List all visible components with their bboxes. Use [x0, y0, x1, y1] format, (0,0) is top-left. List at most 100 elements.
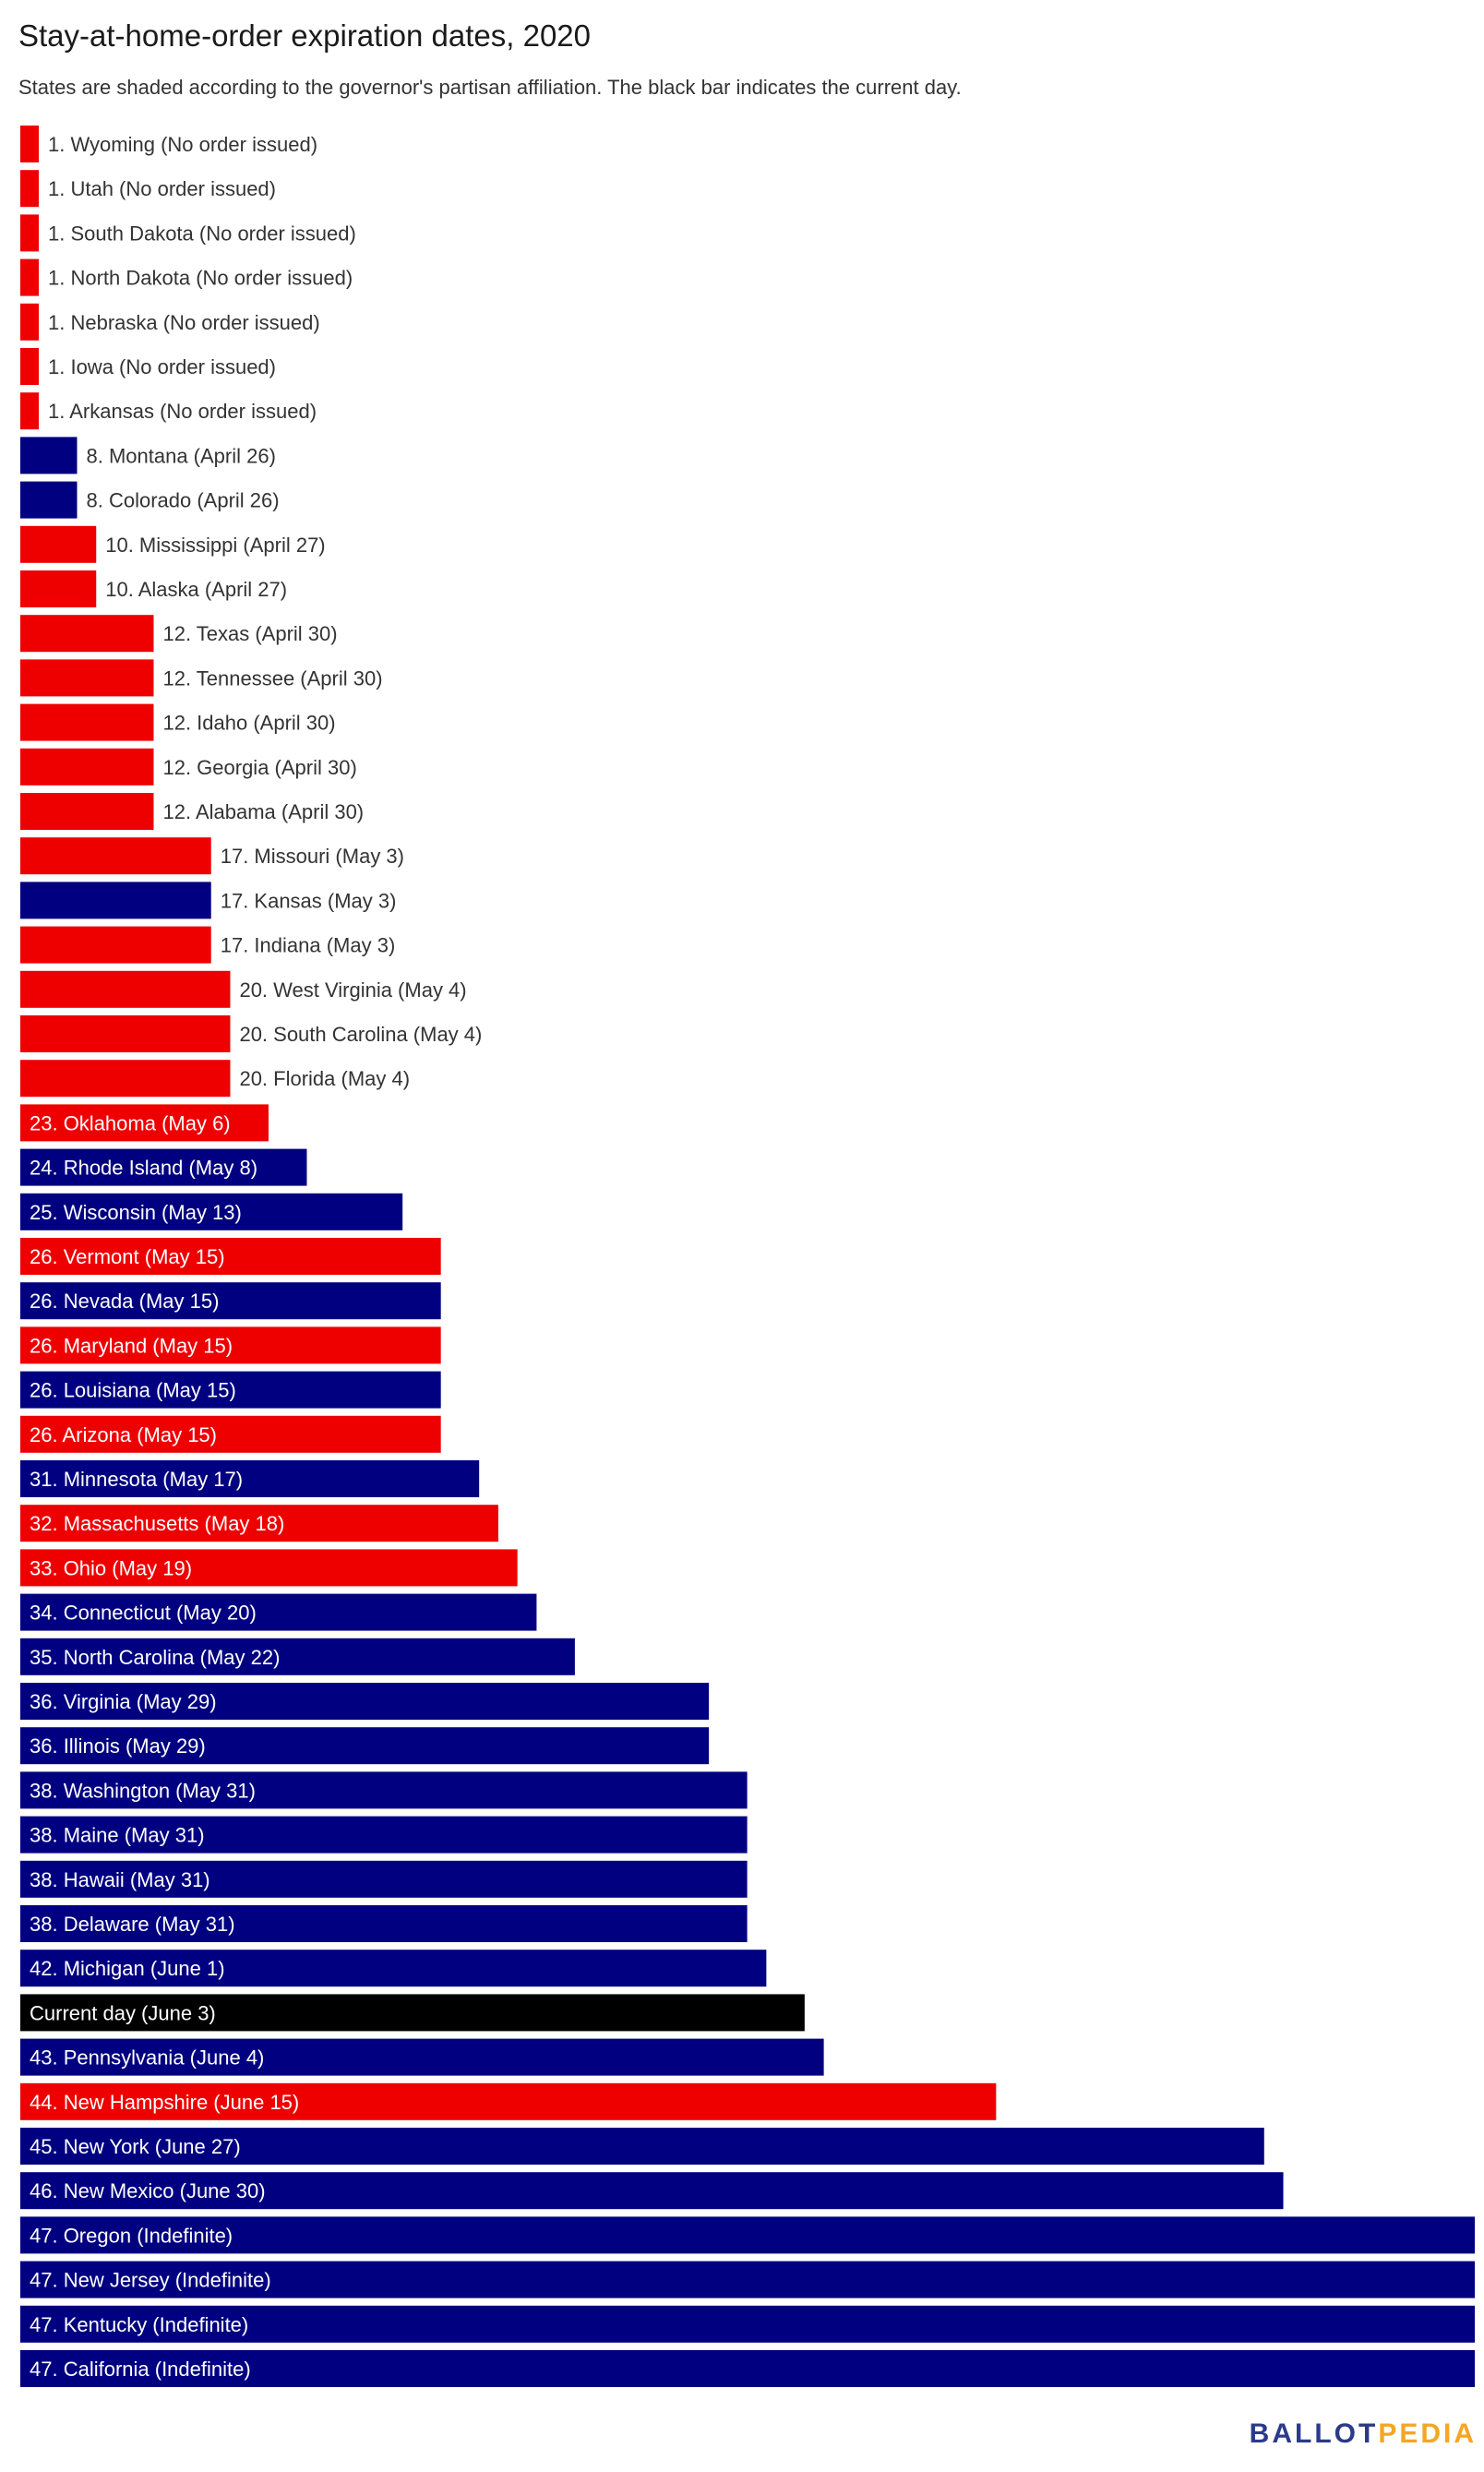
- bar-18: [20, 926, 211, 964]
- bar-12: [20, 659, 154, 697]
- bar-6: [20, 392, 39, 430]
- bar-label-27: 26. Maryland (May 15): [30, 1334, 233, 1357]
- bar-7: [20, 437, 78, 474]
- bar-label-12: 12. Tennessee (April 30): [162, 666, 382, 690]
- bar-17: [20, 882, 211, 919]
- bar-22: [20, 1104, 269, 1142]
- bar-label-2: 1. South Dakota (No order issued): [48, 222, 356, 245]
- bar-5: [20, 348, 39, 385]
- chart-title: Stay-at-home-order expiration dates, 202…: [18, 18, 592, 53]
- bar-label-25: 26. Vermont (May 15): [30, 1245, 225, 1268]
- bar-label-23: 24. Rhode Island (May 8): [30, 1157, 257, 1180]
- bar-label-19: 20. West Virginia (May 4): [239, 978, 466, 1002]
- bar-label-21: 20. Florida (May 4): [239, 1067, 410, 1090]
- bar-label-15: 12. Alabama (April 30): [162, 800, 364, 823]
- bar-29: [20, 1415, 441, 1453]
- bar-label-4: 1. Nebraska (No order issued): [48, 311, 320, 334]
- bar-50: [20, 2350, 1475, 2387]
- bar-42: [20, 1994, 805, 2032]
- bar-label-8: 8. Colorado (April 26): [86, 489, 279, 512]
- bar-45: [20, 2128, 1264, 2165]
- bar-46: [20, 2172, 1284, 2210]
- bar-19: [20, 970, 231, 1008]
- bar-label-30: 31. Minnesota (May 17): [30, 1468, 243, 1491]
- bar-label-29: 26. Arizona (May 15): [30, 1423, 217, 1446]
- bar-label-44: 44. New Hampshire (June 15): [30, 2091, 299, 2114]
- bar-label-34: 35. North Carolina (May 22): [30, 1646, 280, 1669]
- chart-subtitle: States are shaded according to the gover…: [18, 76, 962, 99]
- bar-label-35: 36. Virginia (May 29): [30, 1690, 217, 1713]
- bar-9: [20, 525, 97, 563]
- bar-label-38: 38. Maine (May 31): [30, 1824, 205, 1847]
- bar-10: [20, 570, 97, 607]
- bar-label-49: 47. Kentucky (Indefinite): [30, 2313, 248, 2336]
- bar-44: [20, 2082, 997, 2120]
- ballotpedia-logo: BALLOTPEDIA: [1250, 2418, 1477, 2450]
- bar-14: [20, 748, 154, 786]
- bar-28: [20, 1371, 441, 1409]
- bar-35: [20, 1683, 710, 1720]
- bar-label-24: 25. Wisconsin (May 13): [30, 1201, 242, 1224]
- bar-39: [20, 1860, 748, 1898]
- bar-label-37: 38. Washington (May 31): [30, 1779, 256, 1802]
- bar-label-3: 1. North Dakota (No order issued): [48, 267, 353, 290]
- bar-31: [20, 1505, 498, 1542]
- bar-8: [20, 481, 78, 519]
- bar-label-10: 10. Alaska (April 27): [105, 578, 287, 601]
- bar-label-42: Current day (June 3): [30, 2001, 216, 2024]
- bar-4: [20, 303, 39, 341]
- bar-label-1: 1. Utah (No order issued): [48, 177, 276, 200]
- bar-label-46: 46. New Mexico (June 30): [30, 2179, 266, 2202]
- bar-24: [20, 1193, 403, 1230]
- bar-43: [20, 2038, 824, 2076]
- bar-label-5: 1. Iowa (No order issued): [48, 355, 276, 378]
- bar-15: [20, 793, 154, 830]
- bar-label-22: 23. Oklahoma (May 6): [30, 1111, 231, 1134]
- bar-27: [20, 1326, 441, 1364]
- bar-21: [20, 1060, 231, 1098]
- logo-part2: PEDIA: [1378, 2418, 1477, 2449]
- bar-40: [20, 1905, 748, 1942]
- bar-49: [20, 2305, 1475, 2343]
- bar-25: [20, 1238, 441, 1275]
- bar-label-17: 17. Kansas (May 3): [221, 889, 397, 912]
- bar-2: [20, 214, 39, 252]
- bar-label-0: 1. Wyoming (No order issued): [48, 133, 317, 156]
- bar-label-41: 42. Michigan (June 1): [30, 1957, 225, 1980]
- bar-label-39: 38. Hawaii (May 31): [30, 1868, 210, 1891]
- bar-label-43: 43. Pennsylvania (June 4): [30, 2046, 264, 2070]
- bar-label-36: 36. Illinois (May 29): [30, 1734, 206, 1758]
- bar-37: [20, 1771, 748, 1809]
- bar-label-9: 10. Mississippi (April 27): [105, 534, 325, 557]
- bar-label-11: 12. Texas (April 30): [162, 622, 337, 645]
- bar-30: [20, 1460, 480, 1497]
- bar-label-40: 38. Delaware (May 31): [30, 1913, 235, 1936]
- bar-label-47: 47. Oregon (Indefinite): [30, 2224, 233, 2247]
- bar-1: [20, 170, 39, 208]
- bar-label-31: 32. Massachusetts (May 18): [30, 1512, 284, 1535]
- bar-label-48: 47. New Jersey (Indefinite): [30, 2269, 271, 2292]
- bar-11: [20, 615, 154, 653]
- bar-38: [20, 1816, 748, 1854]
- bar-23: [20, 1148, 307, 1186]
- bar-13: [20, 703, 154, 741]
- bar-label-16: 17. Missouri (May 3): [221, 845, 404, 868]
- bar-20: [20, 1015, 231, 1052]
- bar-47: [20, 2216, 1475, 2254]
- bar-48: [20, 2261, 1475, 2298]
- bar-33: [20, 1593, 537, 1631]
- bar-3: [20, 258, 39, 296]
- bar-label-6: 1. Arkansas (No order issued): [48, 400, 317, 423]
- bar-label-50: 47. California (Indefinite): [30, 2358, 251, 2381]
- bar-16: [20, 837, 211, 875]
- bar-label-14: 12. Georgia (April 30): [162, 756, 356, 779]
- bar-label-45: 45. New York (June 27): [30, 2135, 241, 2158]
- bar-36: [20, 1727, 710, 1765]
- bar-label-33: 34. Connecticut (May 20): [30, 1602, 257, 1625]
- bar-label-18: 17. Indiana (May 3): [221, 934, 396, 957]
- bar-label-20: 20. South Carolina (May 4): [239, 1023, 482, 1046]
- bar-41: [20, 1950, 767, 1987]
- bar-label-32: 33. Ohio (May 19): [30, 1556, 192, 1579]
- bar-26: [20, 1282, 441, 1320]
